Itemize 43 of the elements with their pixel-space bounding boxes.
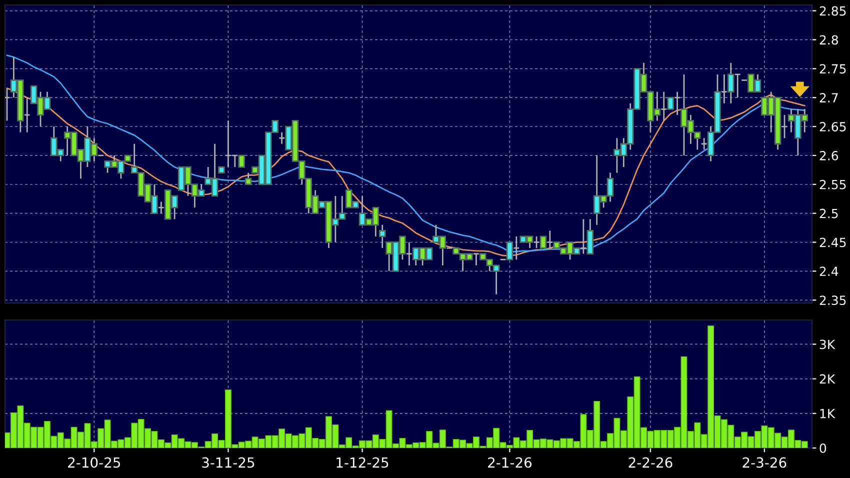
candlestick (674, 91, 681, 116)
candlestick (667, 96, 674, 110)
x-tick-label: 2-2-26 (628, 457, 672, 468)
y-tick-label: 2.65 (820, 122, 846, 132)
candlestick (406, 242, 413, 266)
candlestick (720, 74, 728, 104)
y-tick-label: 2.7 (820, 93, 838, 102)
candlestick (660, 91, 668, 122)
candlestick (278, 132, 286, 145)
candlestick (546, 230, 554, 249)
line-series (6, 54, 806, 253)
candlestick (513, 236, 520, 260)
y-tick-label: 2.6 (820, 150, 838, 160)
x-tick-label: 2-10-25 (68, 457, 120, 468)
y-tick-label: 2.35 (820, 296, 846, 306)
x-tick-label: 2-1-26 (488, 457, 532, 468)
x-tick-label: 1-12-25 (336, 457, 388, 468)
candlestick (540, 236, 547, 249)
candlestick (506, 242, 514, 260)
y-tick-label: 2.8 (820, 35, 838, 45)
x-tick-label: 3-11-25 (202, 457, 254, 468)
candlestick (580, 218, 587, 255)
candlestick (533, 236, 540, 249)
candlestick (244, 172, 252, 186)
candlestick (238, 154, 245, 168)
candlestick (158, 201, 165, 214)
candlestick (24, 96, 30, 133)
y-tick-label: 2K (820, 374, 836, 384)
candlestick (734, 74, 741, 98)
y-tick-label: 2.4 (820, 266, 838, 276)
candlestick (700, 137, 708, 150)
y-tick-label: 2.85 (820, 6, 846, 16)
candlestick (781, 114, 788, 139)
y-tick-label: 1K (820, 409, 836, 418)
y-tick-label: 3K (820, 340, 836, 350)
y-tick-label: 2.55 (820, 180, 846, 190)
y-tick-label: 2.5 (820, 208, 838, 218)
x-tick-label: 2-3-26 (742, 457, 786, 468)
y-tick-label: 2.45 (820, 238, 846, 248)
y-tick-label: 0 (820, 443, 826, 453)
candlestick (472, 253, 480, 266)
candlestick (378, 224, 386, 249)
y-tick-label: 2.75 (820, 64, 846, 74)
